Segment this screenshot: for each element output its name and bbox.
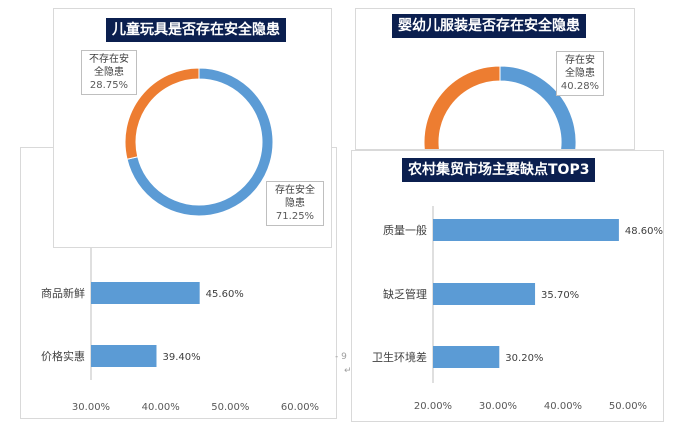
- donut-toys-callout-present-line2: 隐患: [285, 198, 305, 209]
- stray-text-right: ↵: [344, 366, 352, 376]
- donut-toys-callout-present: 存在安全 隐患 71.25%: [266, 181, 324, 226]
- category-label: 商品新鲜: [41, 286, 85, 300]
- category-label: 价格实惠: [41, 349, 85, 363]
- right-bar-chart-panel: 农村集贸市场主要缺点TOP3 20.00% 30.00% 40.00% 50.00% 卫…: [351, 150, 664, 422]
- data-label: 45.60%: [206, 289, 244, 300]
- donut-toys-callout-absent-line2: 全隐患: [94, 67, 124, 78]
- data-label: 48.60%: [625, 226, 663, 237]
- right-bar-title: 农村集贸市场主要缺点TOP3: [402, 158, 596, 182]
- category-label: 缺乏管理: [383, 287, 427, 301]
- donut-clothes-callout-line1: 存在安: [565, 55, 595, 66]
- donut-toys-callout-absent: 不存在安 全隐患 28.75%: [81, 50, 137, 95]
- bar: [91, 282, 200, 304]
- category-label: 质量一般: [383, 224, 427, 237]
- donut-toys-callout-present-line1: 存在安全: [275, 185, 315, 196]
- donut-slice: [124, 67, 200, 160]
- donut-clothes-panel: 婴幼儿服装是否存在安全隐患 存在安 全隐患 40.28%: [355, 8, 635, 150]
- right-bar-chart: 20.00% 30.00% 40.00% 50.00% 卫生环境差 30.20% 缺乏管理 3…: [372, 206, 663, 412]
- donut-toys-callout-absent-line1: 不存在安: [89, 54, 129, 65]
- data-label: 30.20%: [505, 353, 543, 364]
- x-tick-label: 40.00%: [544, 401, 582, 412]
- donut-toys-panel: 儿童玩具是否存在安全隐患 不存在安 全隐患 28.75% 存在安全 隐患 71.…: [53, 8, 332, 248]
- donut-slice: [499, 65, 577, 149]
- donut-clothes-callout-line2: 全隐患: [565, 68, 595, 79]
- stray-text-left: - 9: [335, 352, 347, 362]
- donut-clothes-chart: [423, 65, 577, 149]
- donut-clothes-callout-value: 40.28%: [560, 81, 600, 92]
- donut-toys-callout-present-value: 71.25%: [275, 211, 315, 222]
- x-tick-label: 50.00%: [609, 401, 647, 412]
- x-tick-label: 60.00%: [281, 402, 319, 413]
- bar: [433, 219, 619, 241]
- bar: [433, 346, 500, 368]
- bar: [91, 345, 157, 367]
- x-tick-label: 20.00%: [414, 401, 452, 412]
- x-tick-label: 30.00%: [479, 401, 517, 412]
- data-label: 39.40%: [162, 352, 200, 363]
- donut-clothes-callout-present: 存在安 全隐患 40.28%: [556, 51, 604, 96]
- donut-toys-callout-absent-value: 28.75%: [89, 80, 129, 91]
- donut-clothes-title: 婴幼儿服装是否存在安全隐患: [392, 14, 586, 38]
- bar: [433, 283, 536, 305]
- category-label: 卫生环境差: [372, 350, 427, 364]
- donut-toys-title: 儿童玩具是否存在安全隐患: [106, 18, 286, 42]
- left-bar-chart: 30.00% 40.00% 50.00% 60.00% 价格实惠 39.40% 商品新鲜 45…: [41, 218, 319, 413]
- x-tick-label: 50.00%: [211, 402, 249, 413]
- donut-toys-chart: [124, 67, 274, 217]
- data-label: 35.70%: [541, 290, 579, 301]
- donut-slice: [423, 65, 501, 149]
- x-tick-label: 30.00%: [72, 402, 110, 413]
- x-tick-label: 40.00%: [142, 402, 180, 413]
